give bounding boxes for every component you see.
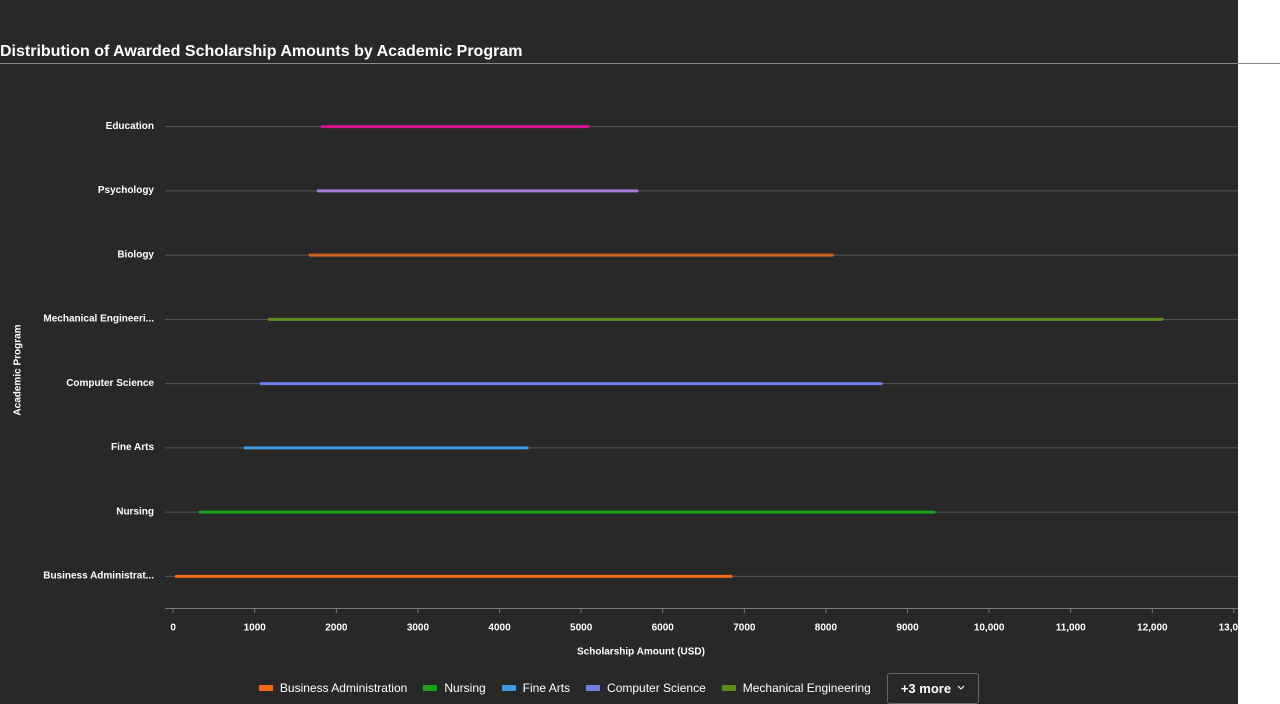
more-label: +3 more bbox=[900, 680, 952, 696]
x-tick-label: 12,000 bbox=[1137, 623, 1168, 634]
legend-item[interactable]: Mechanical Engineering bbox=[721, 681, 871, 695]
y-tick-label: Biology bbox=[117, 249, 154, 260]
x-tick-label: 10,000 bbox=[974, 623, 1005, 634]
legend-label: Business Administration bbox=[279, 681, 408, 695]
x-tick-label: 13,000 bbox=[1219, 623, 1250, 634]
legend-label: Nursing bbox=[444, 681, 486, 695]
chevron-path bbox=[957, 685, 965, 690]
y-tick-label: Fine Arts bbox=[111, 442, 154, 453]
legend: Business Administration Nursing Fine Arts C… bbox=[0, 672, 1238, 704]
legend-item[interactable]: Computer Science bbox=[586, 681, 706, 695]
legend-swatch bbox=[423, 685, 438, 691]
x-tick-label: 4000 bbox=[488, 623, 511, 634]
legend-item[interactable]: Fine Arts bbox=[501, 681, 571, 695]
x-tick-label: 6000 bbox=[652, 623, 675, 634]
y-tick-label: Computer Science bbox=[66, 378, 154, 389]
legend-item[interactable]: Nursing bbox=[423, 681, 486, 695]
x-tick-label: 8000 bbox=[815, 623, 838, 634]
y-tick-label: Business Administrat... bbox=[43, 571, 154, 582]
legend-label: Fine Arts bbox=[522, 681, 571, 695]
x-tick-label: 5000 bbox=[570, 623, 593, 634]
y-tick-label: Psychology bbox=[98, 185, 155, 196]
legend-swatch bbox=[586, 685, 601, 691]
y-axis-label: Academic Program bbox=[13, 324, 24, 415]
x-tick-label: 3000 bbox=[407, 623, 430, 634]
legend-swatch bbox=[501, 685, 516, 691]
x-tick-label: 1000 bbox=[244, 623, 267, 634]
legend-label: Computer Science bbox=[607, 681, 706, 695]
legend-item[interactable]: Business Administration bbox=[258, 681, 408, 695]
x-axis-label: Scholarship Amount (USD) bbox=[577, 647, 705, 658]
y-tick-label: Education bbox=[106, 121, 154, 132]
legend-label: Mechanical Engineering bbox=[742, 681, 871, 695]
chart-background bbox=[0, 0, 1238, 704]
y-tick-label: Mechanical Engineeri... bbox=[43, 314, 154, 325]
legend-more-button[interactable]: +3 more bbox=[886, 672, 980, 704]
x-tick-label: 11,000 bbox=[1056, 623, 1086, 634]
chevron-icon bbox=[957, 685, 965, 690]
x-tick-label: 9000 bbox=[896, 623, 919, 634]
legend-swatch bbox=[721, 685, 736, 691]
y-tick-label: Nursing bbox=[116, 506, 154, 517]
legend-swatch bbox=[258, 685, 273, 691]
x-tick-label: 2000 bbox=[325, 623, 348, 634]
chart-title: Distribution of Awarded Scholarship Amou… bbox=[0, 43, 522, 60]
x-tick-label: 0 bbox=[170, 623, 176, 634]
x-tick-label: 7000 bbox=[733, 623, 756, 634]
